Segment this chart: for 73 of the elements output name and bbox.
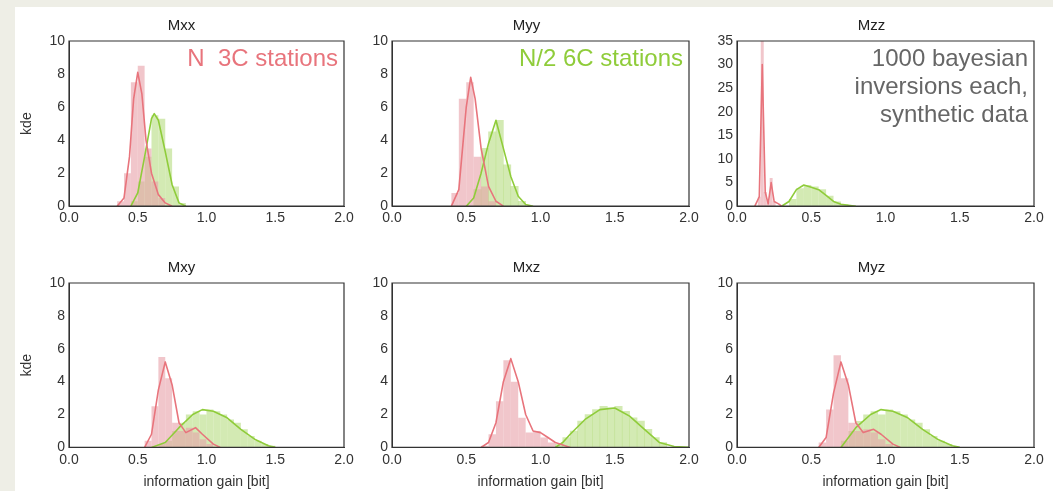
y-tick-label: 10 [717,273,734,290]
y-tick-label: 4 [725,372,734,389]
x-tick-label: 1.5 [605,450,625,467]
y-tick-label: 25 [717,79,734,96]
x-tick-label: 2.0 [1024,450,1044,467]
y-tick-label: 6 [57,97,66,114]
x-tick-label: 2.0 [334,450,354,467]
text: N 3C stations [187,43,338,71]
x-tick-label: 1.0 [875,450,896,467]
x-tick-label: 2.0 [334,209,354,226]
x-tick-label: 0.5 [128,450,148,467]
chart-title: Mxx [167,16,196,34]
x-tick-label: 1.0 [196,450,217,467]
annotation: 1000 bayesian inversions each, synthetic data [854,43,1029,127]
text: N/2 6C stations [518,43,683,71]
x-tick-label: 1.5 [950,450,970,467]
chart-title: Mxz [512,258,541,276]
y-tick-label: 30 [717,55,734,72]
x-tick-label: 1.5 [950,209,970,226]
y-tick-label: 4 [57,130,66,147]
y-tick-label: 10 [717,149,734,166]
chart-title: Myy [512,16,541,34]
y-tick-label: 10 [49,273,66,290]
y-tick-label: 10 [372,31,389,48]
chart-title: Mxy [167,258,196,276]
x-tick-label: 1.5 [265,450,286,467]
y-tick-label: 2 [57,405,66,422]
x-tick-label: 0.5 [801,450,822,467]
x-tick-label: 1.0 [875,209,896,226]
y-axis-title: kde [18,112,35,135]
y-tick-label: 10 [372,273,389,290]
y-tick-label: 2 [57,164,66,181]
y-tick-label: 10 [49,31,66,48]
x-tick-label: 0.5 [128,209,148,226]
x-axis-title: information gain [bit] [822,473,949,490]
y-tick-label: 6 [725,339,734,356]
y-tick-label: 15 [717,126,734,143]
y-tick-label: 2 [725,405,734,422]
x-tick-label: 1.5 [265,209,286,226]
chart-title: Myz [857,258,886,276]
y-tick-label: 6 [380,339,389,356]
y-tick-label: 8 [380,64,389,81]
y-tick-label: 8 [57,306,66,323]
x-axis-title: information gain [bit] [477,473,604,490]
y-tick-label: 35 [717,31,734,48]
y-tick-label: 20 [717,102,734,119]
x-tick-label: 0.0 [59,209,79,226]
x-tick-label: 1.0 [530,209,551,226]
y-tick-label: 2 [380,164,389,181]
x-tick-label: 2.0 [679,209,699,226]
y-tick-label: 4 [380,130,389,147]
x-tick-label: 0.0 [382,209,402,226]
y-tick-label: 8 [725,306,734,323]
y-tick-label: 4 [380,372,389,389]
x-tick-label: 1.0 [196,209,217,226]
x-tick-label: 0.5 [456,209,477,226]
y-tick-label: 8 [380,306,389,323]
y-tick-label: 6 [57,339,66,356]
x-tick-label: 2.0 [1024,209,1044,226]
y-tick-label: 2 [380,405,389,422]
y-tick-label: 8 [57,64,66,81]
y-tick-label: 5 [725,173,734,190]
x-tick-label: 0.5 [456,450,477,467]
y-axis-title: kde [18,353,35,377]
y-tick-label: 4 [57,372,66,389]
chart-title: Mzz [857,16,886,34]
x-tick-label: 0.0 [727,209,747,226]
y-tick-label: 6 [380,97,389,114]
x-tick-label: 1.0 [530,450,551,467]
x-tick-label: 2.0 [679,450,699,467]
x-tick-label: 0.5 [801,209,822,226]
x-axis-title: information gain [bit] [143,473,270,490]
x-tick-label: 1.5 [605,209,625,226]
